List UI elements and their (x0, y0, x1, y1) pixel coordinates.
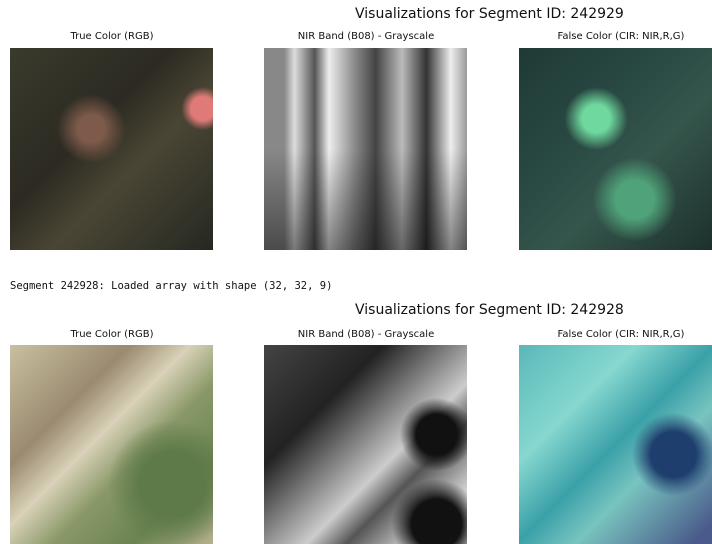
panel-title: True Color (RGB) (10, 329, 214, 340)
log-line: Segment 242928: Loaded array with shape … (10, 280, 332, 292)
panel-title: NIR Band (B08) - Grayscale (264, 329, 468, 340)
panel-title: NIR Band (B08) - Grayscale (264, 31, 468, 42)
image-panel (519, 345, 712, 544)
image-panel (264, 345, 467, 544)
panel-title: False Color (CIR: NIR,R,G) (519, 31, 712, 42)
image-panel (264, 48, 467, 250)
figure-title: Visualizations for Segment ID: 242929 (355, 6, 624, 22)
notebook-output: Visualizations for Segment ID: 242929 Tr… (0, 0, 712, 544)
image-panel (10, 48, 213, 250)
image-panel (519, 48, 712, 250)
panel-title: True Color (RGB) (10, 31, 214, 42)
figure-title: Visualizations for Segment ID: 242928 (355, 302, 624, 318)
image-panel (10, 345, 213, 544)
panel-title: False Color (CIR: NIR,R,G) (519, 329, 712, 340)
